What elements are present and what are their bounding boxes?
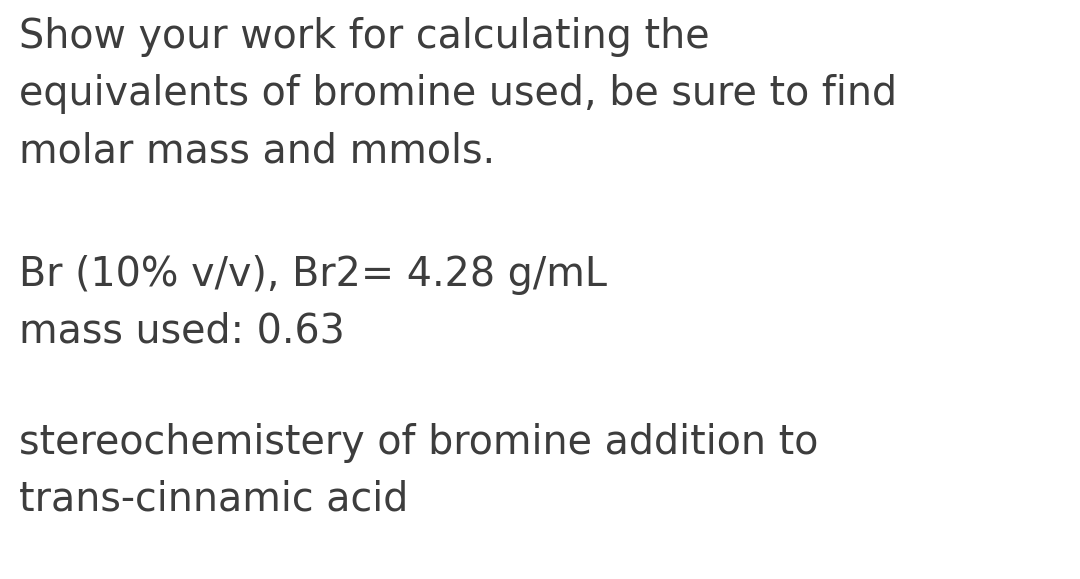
Text: Show your work for calculating the
equivalents of bromine used, be sure to find
: Show your work for calculating the equiv… bbox=[19, 17, 897, 171]
Text: stereochemistery of bromine addition to
trans-cinnamic acid: stereochemistery of bromine addition to … bbox=[19, 423, 819, 520]
Text: Br (10% v/v), Br2= 4.28 g/mL
mass used: 0.63: Br (10% v/v), Br2= 4.28 g/mL mass used: … bbox=[19, 255, 607, 352]
